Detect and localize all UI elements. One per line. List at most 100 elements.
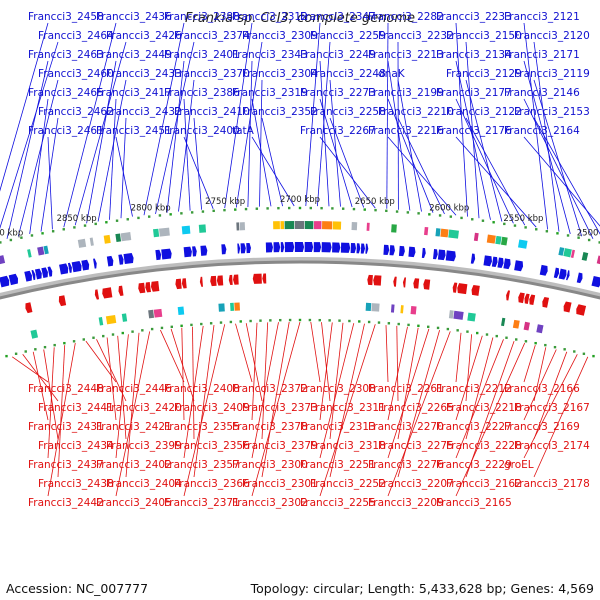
scale-tick [201, 210, 205, 213]
reverse-leader-line [533, 356, 589, 478]
reverse-gene-label: Francci3_2174 [514, 440, 590, 452]
reverse-leader-line [11, 356, 49, 383]
scale-tick [524, 226, 527, 229]
reverse-leader-line [160, 329, 185, 383]
forward-leader-line [109, 98, 117, 220]
scale-label: 2850 kbp [57, 214, 97, 224]
reverse-gene-arrow [576, 304, 587, 316]
scale-tick [553, 345, 557, 349]
reverse-leader-line [47, 343, 76, 497]
forward-gene-label: Francci3_2282 [368, 11, 444, 23]
map-title: Frankia sp. CcI3, complete genome [185, 11, 415, 26]
reverse-gene-arrow [150, 281, 160, 292]
forward-feature-block [424, 226, 429, 236]
forward-leader-line [261, 117, 283, 207]
reverse-feature-block [30, 329, 39, 339]
reverse-gene-arrow [138, 282, 146, 294]
reverse-gene-label: Francci3_2438 [38, 478, 114, 490]
reverse-gene-label: Francci3_2421 [96, 421, 172, 433]
scale-tick [505, 336, 508, 339]
forward-feature-block [558, 247, 565, 256]
reverse-gene-arrow [563, 301, 572, 313]
reverse-feature-block [536, 324, 544, 334]
scale-tick [43, 345, 47, 349]
reverse-gene-arrow [518, 292, 525, 304]
scale-tick [170, 325, 173, 329]
reverse-leader-line [181, 327, 185, 421]
forward-leader-line [74, 41, 127, 226]
forward-gene-arrow [332, 242, 341, 253]
reverse-gene-label: Francci3_2437 [28, 459, 104, 471]
scale-tick [244, 207, 248, 211]
forward-gene-arrow [0, 275, 10, 288]
reverse-gene-label: Francci3_2402 [96, 459, 172, 471]
forward-gene-label: Francci3_2433 [106, 68, 182, 80]
forward-gene-label: Francci3_2267 [300, 125, 376, 137]
forward-leader-line [155, 41, 195, 214]
reverse-leader-line [47, 347, 55, 459]
scale-tick [0, 241, 2, 244]
reverse-gene-arrow [228, 274, 233, 285]
forward-gene-label: Francci3_2401 [164, 49, 240, 61]
scale-tick [131, 330, 134, 333]
scale-tick [566, 234, 570, 237]
forward-feature-block [43, 245, 49, 255]
forward-leader-line [533, 41, 560, 232]
reverse-gene-label: Francci3_2409 [174, 402, 250, 414]
reverse-leader-line [329, 322, 344, 440]
reverse-leader-line [183, 324, 226, 497]
forward-gene-label: Francci3_2213 [368, 49, 444, 61]
reverse-gene-arrow [199, 276, 203, 287]
scale-tick [352, 207, 356, 211]
forward-leader-line [465, 117, 526, 226]
reverse-leader-line [455, 339, 504, 459]
scale-tick [545, 230, 549, 233]
reverse-leader-line [115, 331, 151, 497]
forward-leader-line [17, 79, 59, 237]
forward-feature-block [236, 222, 240, 231]
forward-leader-line [523, 60, 571, 235]
reverse-leader-line [533, 351, 568, 440]
forward-gene-label: Francci3_2122 [446, 106, 522, 118]
scale-ticks [0, 206, 600, 358]
reverse-gene-label: Francci3_2420 [106, 402, 182, 414]
reverse-gene-label: Francci3_2308 [300, 383, 376, 395]
forward-gene-label: Francci3_2458 [28, 11, 104, 23]
scale-tick [446, 327, 450, 331]
scale-tick [115, 219, 119, 222]
forward-feature-block [322, 221, 333, 230]
forward-gene-arrow [246, 242, 251, 254]
reverse-gene-label: Francci3_2366 [174, 478, 250, 490]
forward-gene-arrow [445, 250, 456, 262]
forward-gene-arrow [192, 246, 197, 257]
scale-tick [385, 209, 388, 213]
reverse-gene-label: Francci3_2300 [232, 459, 308, 471]
scale-tick [249, 319, 252, 323]
forward-gene-arrow [483, 255, 492, 267]
forward-gene-arrow [591, 275, 600, 288]
forward-gene-arrow [421, 247, 426, 259]
reverse-gene-label: Francci3_2318 [310, 440, 386, 452]
reverse-gene-label: Francci3_2442 [28, 497, 104, 509]
scale-tick [63, 341, 66, 345]
reverse-gene-label: Francci3_2252 [310, 478, 386, 490]
forward-gene-label: Francci3_2449 [96, 49, 172, 61]
reverse-feature-block [390, 304, 395, 313]
reverse-feature-block [230, 302, 235, 311]
forward-gene-arrow [221, 244, 227, 255]
reverse-gene-arrow [524, 293, 530, 304]
feature-tracks [0, 221, 600, 339]
reverse-gene-label: Francci3_2378 [232, 421, 308, 433]
scale-tick [320, 206, 323, 210]
reverse-leader-line [57, 345, 66, 478]
reverse-gene-arrow [506, 290, 511, 301]
scale-tick [105, 221, 108, 224]
forward-gene-label: Francci3_2248 [310, 68, 386, 80]
forward-feature-block [332, 221, 342, 230]
reverse-gene-label: Francci3_2371 [164, 497, 240, 509]
reverse-gene-label: Francci3_2434 [38, 440, 114, 452]
reverse-leader-line [251, 322, 258, 421]
scale-tick [535, 228, 538, 231]
forward-leader-line [29, 98, 49, 234]
scale-tick [592, 354, 595, 358]
